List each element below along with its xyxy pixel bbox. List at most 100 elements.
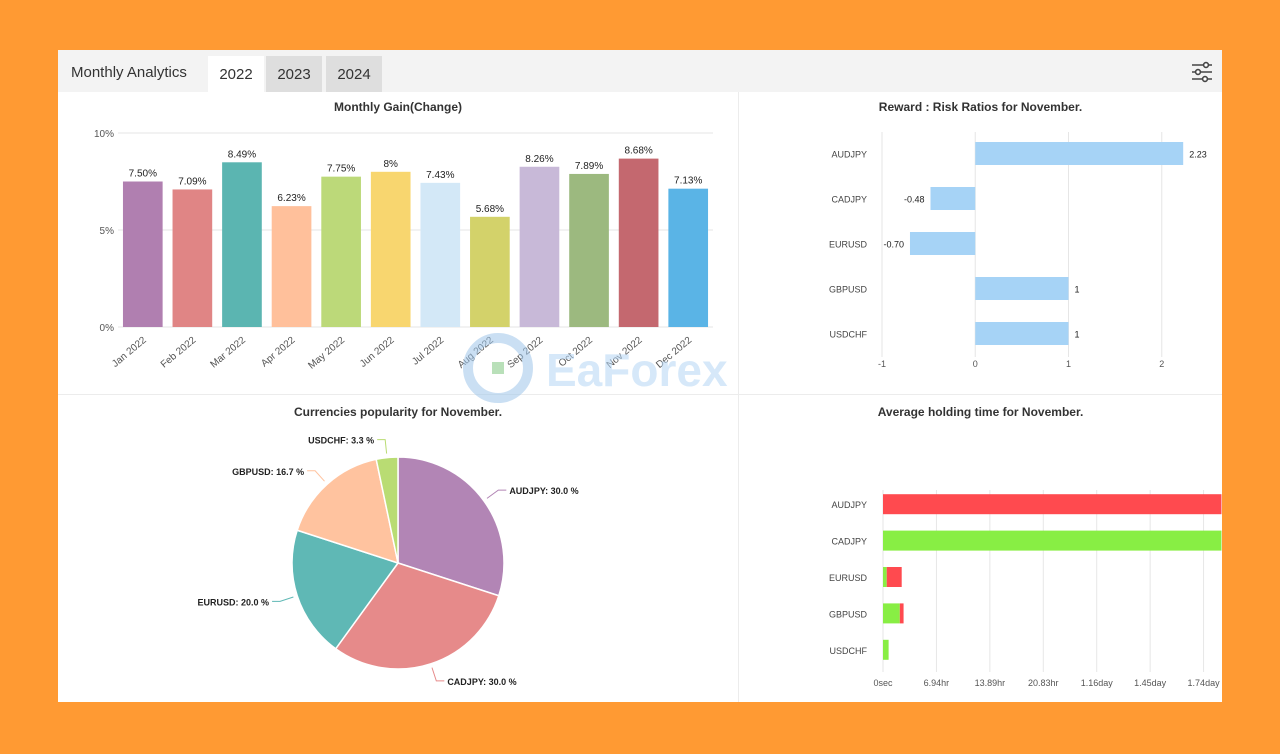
y-tick-label: EURUSD [829,573,868,583]
data-label: 7.43% [426,170,454,181]
reward-risk-svg: -10123AUDJPY2.23CADJPY-0.48EURUSD-0.70GB… [829,132,1207,369]
tab-2023[interactable]: 2023 [266,56,322,92]
y-tick-label: 5% [100,226,115,237]
chart-title: Average holding time for November. [877,405,1084,419]
pie-slice [375,456,399,564]
y-tick-label: USDCHF [830,330,868,340]
currency-popularity-svg: AUDJPY: 30.0 % CADJPY: 30.0 % EURUSD: 20.0… [198,436,579,687]
data-label: 8.49% [228,149,256,160]
data-label: 5.68% [476,204,504,215]
bar [470,216,510,327]
bar [668,188,709,327]
x-tick-label: Jan 2022 [110,335,149,370]
data-label: 7.50% [129,169,157,180]
pie-slice [397,456,505,597]
slice-label: EURUSD: 20.0 % [198,597,270,607]
connector-line [307,470,325,482]
vertical-divider [738,92,739,702]
bar [883,494,1222,515]
data-label: 1 [1075,330,1080,340]
x-tick-label: Jun 2022 [358,335,397,370]
bar [569,173,609,327]
data-label: 6.23% [277,193,305,204]
x-tick-label: -1 [878,359,886,369]
x-tick-label: 20.83hr [1028,678,1059,688]
bar [172,189,213,327]
x-tick-label: Apr 2022 [259,335,297,370]
data-label: -0.48 [904,195,925,205]
chart-title: Reward : Risk Ratios for November. [878,100,1083,114]
connector-line [377,439,388,454]
bar [370,171,411,327]
y-tick-label: AUDJPY [831,500,867,510]
sliders-icon[interactable] [1190,60,1214,84]
x-tick-label: 6.94hr [924,678,950,688]
data-label: 8.68% [624,146,652,157]
bar [883,603,900,624]
bar [883,530,1222,551]
slice-label: AUDJPY: 30.0 % [509,486,578,496]
x-tick-label: 1.16day [1081,678,1114,688]
y-tick-label: CADJPY [831,195,867,205]
bar [909,232,976,255]
x-tick-label: 0sec [873,678,893,688]
bar [321,176,361,327]
slice-label: CADJPY: 30.0 % [447,677,516,687]
bar [899,603,904,624]
holding-time-svg: 0sec 6.94hr 13.89hr 20.83hr 1.16day 1.45day 1.… [829,490,1222,688]
monthly-gain-svg: 0% 5% 10% 7.50% Jan 2022 7.09% Feb 2022 8.49% Ma… [94,129,713,372]
data-label: 2.23 [1189,150,1207,160]
analytics-header: Monthly Analytics 2022 2023 2024 [58,50,1222,92]
bar [886,567,902,587]
bar [975,277,1069,300]
data-label: 1 [1075,285,1080,295]
monthly-gain-chart: Monthly Gain(Change) 0% 5% 10% 7.50% Jan 202… [58,92,738,394]
data-label: 8.26% [525,154,553,165]
data-label: 8% [383,159,398,170]
page-title: Monthly Analytics [71,64,187,81]
pie-slice [334,562,500,670]
pie-slice [296,458,400,565]
eaforex-watermark-logo: EaForex [463,333,728,403]
analytics-panel: Monthly Analytics 2022 2023 2024 Monthly… [58,50,1222,702]
data-label: -0.70 [883,240,904,250]
bar [930,187,976,210]
x-tick-label: Jul 2022 [410,335,446,368]
bar [222,162,262,327]
bar [975,142,1184,165]
connector-line [272,596,294,602]
bar [618,158,659,327]
x-tick-label: 0 [973,359,978,369]
x-tick-label: 1.74day [1188,678,1221,688]
x-tick-label: Mar 2022 [208,335,248,371]
y-tick-label: CADJPY [831,537,867,547]
connector-line [431,667,445,682]
bar [271,206,312,327]
slice-label: USDCHF: 3.3 % [308,436,374,446]
y-tick-label: GBPUSD [829,609,868,619]
y-tick-label: USDCHF [830,646,868,656]
x-tick-label: May 2022 [306,335,347,372]
tab-2022[interactable]: 2022 [208,56,264,92]
bar [420,182,461,327]
x-tick-label: 1.45day [1134,678,1167,688]
bar [883,567,887,587]
bar [519,166,560,327]
y-tick-label: 0% [100,323,115,334]
y-tick-label: AUDJPY [831,150,867,160]
watermark-text: EaForex [546,344,728,396]
x-tick-label: 1 [1066,359,1071,369]
pie-slice [291,529,400,650]
bar [122,181,163,327]
y-tick-label: GBPUSD [829,285,868,295]
data-label: 7.13% [674,176,702,187]
tab-2024[interactable]: 2024 [326,56,382,92]
horizontal-divider [58,394,1222,395]
chart-title: Monthly Gain(Change) [334,100,462,114]
x-tick-label: Feb 2022 [159,335,199,371]
data-label: 7.75% [327,164,355,175]
data-label: 7.89% [575,161,603,172]
holding-time-chart: Average holding time for November. 0sec 6… [739,395,1222,702]
bar [975,322,1069,345]
currency-popularity-chart: Currencies popularity for November. AUDJ… [58,395,738,702]
